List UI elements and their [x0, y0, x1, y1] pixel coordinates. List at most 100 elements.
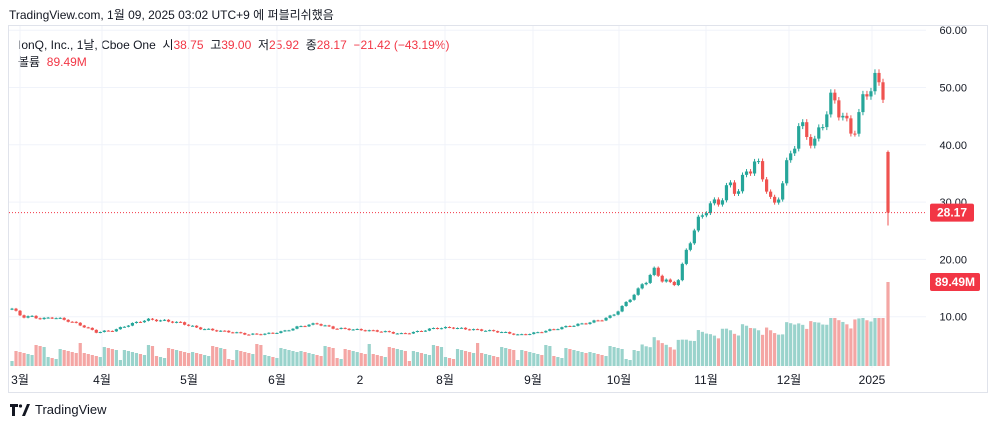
- x-tick-label: 8월: [436, 373, 454, 387]
- candle-body: [375, 330, 379, 332]
- volume-bar: [439, 347, 444, 366]
- volume-bar: [239, 351, 243, 366]
- candle-body: [608, 315, 612, 318]
- volume-bar: [391, 348, 395, 366]
- candle-body: [620, 305, 624, 312]
- volume-bar: [540, 355, 544, 366]
- candle-body: [504, 331, 508, 333]
- volume-bar: [773, 333, 777, 366]
- volume-bar: [359, 353, 363, 366]
- candle-body: [178, 321, 183, 323]
- candle-body: [14, 308, 18, 311]
- volume-bar: [459, 350, 464, 366]
- volume-bar: [203, 355, 207, 366]
- volume-bar: [279, 348, 283, 366]
- volume-bar: [684, 339, 688, 366]
- volume-bar: [732, 333, 737, 366]
- volume-bar: [291, 351, 295, 366]
- candle-body: [86, 327, 90, 329]
- candle-body: [215, 330, 219, 332]
- volume-bar: [399, 350, 403, 366]
- volume-bar: [187, 353, 191, 366]
- candle-body: [728, 182, 733, 186]
- volume-bar: [255, 344, 259, 366]
- candle-body: [371, 330, 375, 332]
- candle-body: [66, 319, 70, 322]
- volume-bar: [403, 351, 407, 366]
- volume-bar: [134, 353, 139, 366]
- volume-bar: [30, 355, 34, 366]
- price-legend: IonQ, Inc., 1날, Cboe One 시38.75 고39.00 저…: [18, 36, 450, 53]
- volume-bar: [26, 354, 30, 366]
- volume-bar: [873, 318, 877, 366]
- volume-bar: [22, 353, 26, 366]
- volume-bar: [126, 351, 131, 366]
- volume-bar: [528, 352, 532, 366]
- volume-bar: [632, 350, 636, 366]
- volume-bar: [656, 340, 660, 366]
- tradingview-brand[interactable]: TradingView: [10, 402, 107, 417]
- volume-bar: [195, 353, 199, 366]
- candle-body: [604, 317, 608, 321]
- candle-body: [748, 171, 753, 174]
- volume-bar: [708, 334, 713, 366]
- candle-body: [307, 324, 311, 327]
- x-tick-label: 10월: [607, 373, 631, 387]
- volume-bar: [596, 354, 600, 366]
- volume-bar: [467, 352, 472, 366]
- candle-body: [484, 330, 488, 332]
- candle-body: [207, 328, 211, 330]
- volume-bar: [227, 359, 231, 366]
- candle-body: [10, 308, 14, 310]
- volume-bar: [411, 351, 415, 366]
- volume-bar: [435, 346, 440, 366]
- volume-bar: [704, 333, 708, 366]
- candle-body: [18, 310, 22, 316]
- volume-bar: [769, 330, 773, 366]
- volume-bar: [251, 354, 255, 366]
- x-tick-label: 2025: [859, 373, 886, 387]
- candle-body: [777, 199, 781, 203]
- candle-body: [760, 161, 765, 180]
- candle-body: [403, 333, 407, 335]
- candle-body: [118, 327, 122, 330]
- volume-bar: [70, 352, 74, 366]
- candle-body: [90, 327, 94, 330]
- volume-bar: [295, 352, 299, 366]
- volume-bar: [592, 353, 596, 366]
- candle-body: [540, 332, 544, 334]
- volume-bar: [207, 356, 211, 366]
- candle-body: [764, 179, 769, 192]
- volume-bar: [42, 347, 46, 366]
- volume-bar: [407, 361, 411, 366]
- volume-bar: [283, 349, 287, 366]
- candle-body: [576, 323, 580, 326]
- candle-body: [797, 126, 801, 149]
- candle-body: [496, 331, 500, 333]
- candle-body: [636, 288, 640, 295]
- candle-body: [455, 328, 460, 330]
- last-volume-bar: [886, 282, 890, 366]
- close-value: 28.17: [316, 38, 347, 52]
- volume-bar: [451, 359, 456, 366]
- volume-bar: [199, 354, 203, 366]
- volume-bar: [178, 351, 183, 366]
- volume-bar: [724, 328, 729, 366]
- candle-body: [600, 320, 604, 322]
- volume-bar: [508, 349, 512, 366]
- candle-body: [391, 331, 395, 334]
- candle-body: [592, 320, 596, 323]
- candle-body: [126, 325, 131, 327]
- candle-body: [271, 332, 275, 334]
- candle-body: [235, 332, 239, 334]
- volume-bar: [781, 334, 785, 366]
- volume-bar: [62, 350, 66, 366]
- candle-body: [644, 282, 648, 285]
- candle-body: [34, 315, 38, 319]
- candle-body: [267, 332, 271, 334]
- volume-bar: [600, 355, 604, 366]
- volume-bar: [500, 347, 504, 366]
- last-price-tag-label: 28.17: [937, 206, 967, 220]
- candle-body: [488, 330, 492, 332]
